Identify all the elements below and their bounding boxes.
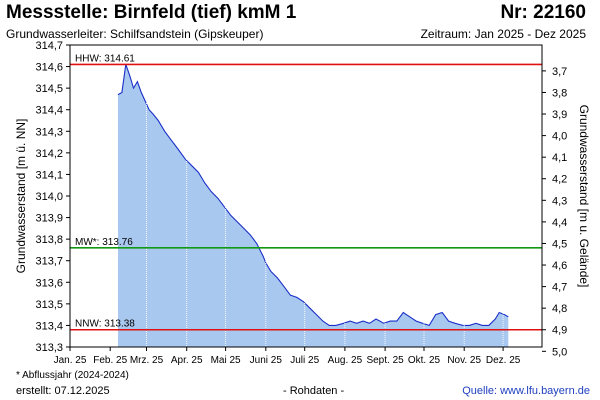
x-tick-label: Aug. 25 [328,355,363,366]
y-tick-label-right: 4,1 [552,152,567,164]
source-link[interactable]: Quelle: www.lfu.bayern.de [462,385,590,397]
y-tick-label-right: 3,9 [552,109,567,121]
x-tick-label: Okt. 25 [408,355,441,366]
series-area [118,64,509,348]
y-tick-label-left: 314,4 [35,105,63,117]
aquifer-label: Grundwasserleiter: Schilfsandstein (Gips… [6,27,264,41]
y-tick-label-left: 313,9 [35,213,63,225]
y-tick-label-right: 4,7 [552,282,567,294]
x-tick-label: Nov. 25 [447,355,481,366]
x-tick-label: Sept. 25 [366,355,404,366]
y-tick-label-right: 3,8 [552,87,567,99]
x-tick-label: Juli 25 [290,355,319,366]
x-tick-label: Apr. 25 [171,355,203,366]
y-tick-label-left: 313,8 [35,234,63,246]
y-tick-label-right: 4,2 [552,174,567,186]
x-tick-label: Mrz. 25 [130,355,164,366]
series-line [117,64,509,327]
y-tick-label-left: 314,0 [35,191,63,203]
y-tick-label-right: 4,8 [552,303,567,315]
x-tick-label: Juni 25 [250,355,283,366]
y-tick-label-left: 314,3 [35,126,63,138]
y-tick-label-right: 4,5 [552,238,567,250]
y-tick-label-left: 314,2 [35,148,63,160]
reference-label: MW*: 313.76 [75,237,133,248]
y-tick-label-right: 4,9 [552,325,567,337]
x-tick-label: Jan. 25 [54,355,87,366]
footnote: * Abflussjahr (2024-2024) [16,370,129,381]
y-tick-label-right: 4,0 [552,131,567,143]
y-tick-label-left: 313,6 [35,277,63,289]
y-axis-title-right: Grundwasserstand [m u. Gelände] [577,105,591,288]
y-tick-label-left: 313,3 [35,342,63,354]
y-tick-label-right: 4,3 [552,195,567,207]
y-tick-label-left: 314,1 [35,169,63,181]
period-label: Zeitraum: Jan 2025 - Dez 2025 [420,27,586,41]
y-tick-label-left: 313,4 [35,320,63,332]
y-tick-label-right: 3,7 [552,66,567,78]
y-tick-label-left: 313,5 [35,299,63,311]
y-tick-label-left: 314,7 [35,40,63,52]
created-date: erstellt: 07.12.2025 [16,385,110,397]
reference-label: HHW: 314.61 [75,53,135,64]
reference-label: NNW: 313.38 [75,319,135,330]
y-tick-label-left: 314,6 [35,62,63,74]
x-tick-label: Feb. 25 [93,355,127,366]
y-axis-title-left: Grundwasserstand [m ü. NN] [14,119,28,274]
x-tick-label: Dez. 25 [486,355,521,366]
y-tick-label-right: 4,6 [552,260,567,272]
y-tick-label-left: 314,5 [35,83,63,95]
y-tick-label-right: 5,0 [552,346,567,358]
page-title: Messstelle: Birnfeld (tief) kmM 1 [6,2,297,23]
y-tick-label-left: 313,7 [35,256,63,268]
x-tick-label: Mai 25 [211,355,241,366]
y-tick-label-right: 4,4 [552,217,567,229]
raw-data-label: - Rohdaten - [283,385,345,397]
station-number: Nr: 22160 [500,2,586,23]
